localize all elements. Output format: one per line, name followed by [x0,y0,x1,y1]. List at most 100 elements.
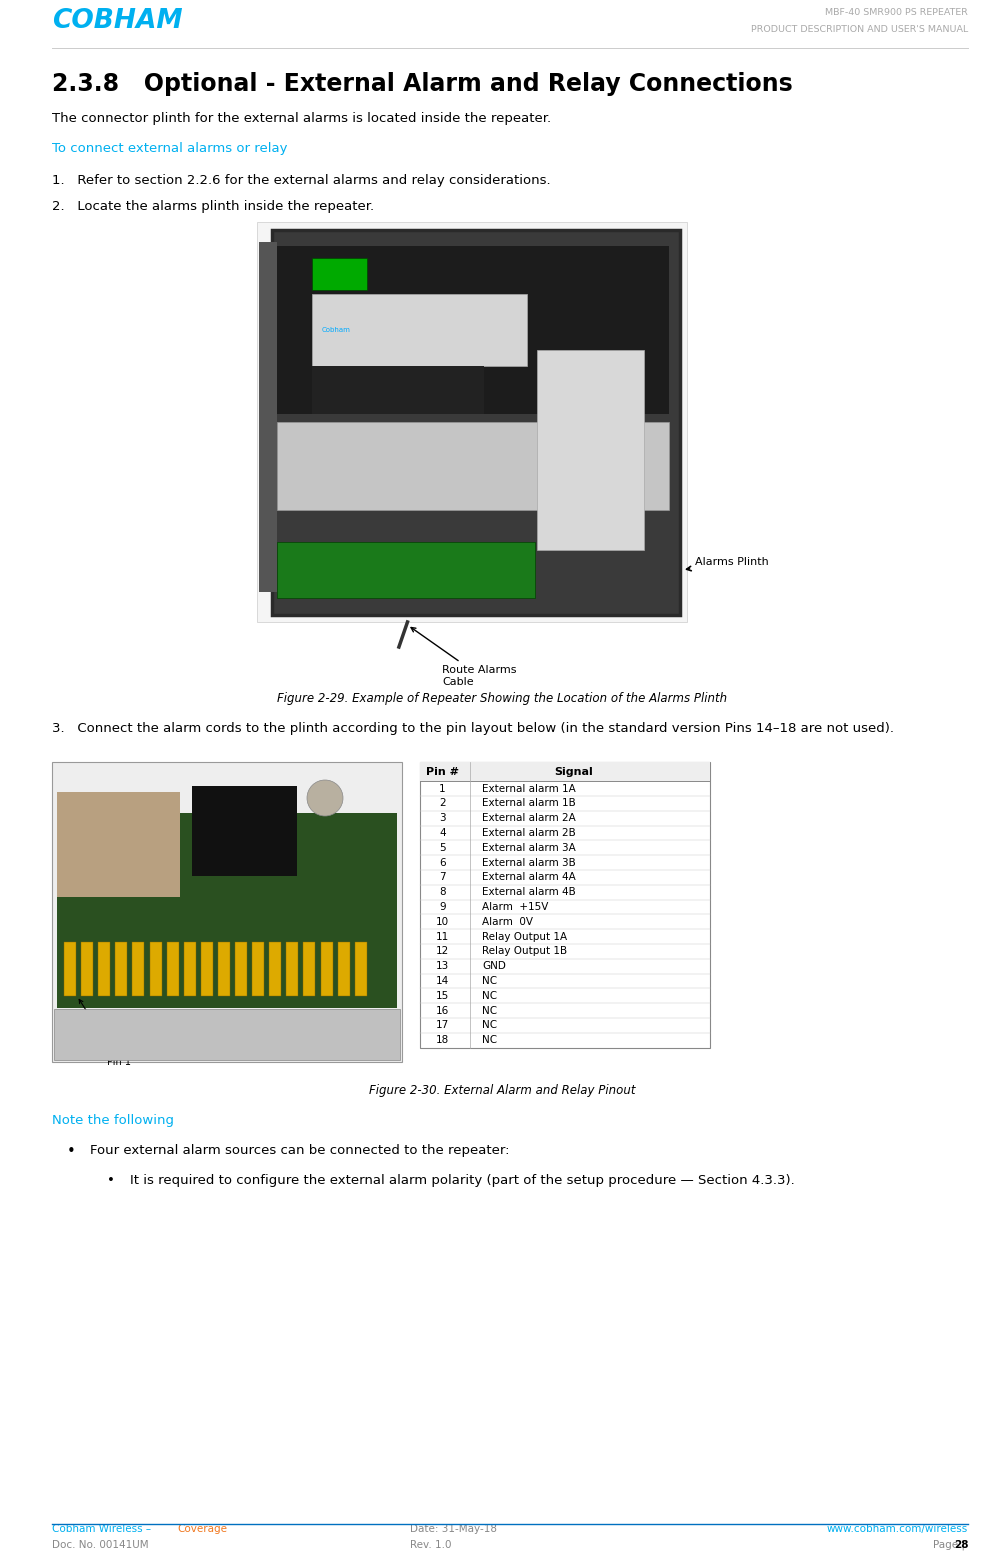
Bar [252,942,264,997]
Text: PRODUCT DESCRIPTION AND USER'S MANUAL: PRODUCT DESCRIPTION AND USER'S MANUAL [750,25,967,34]
Text: •: • [107,1175,114,1187]
Text: 6: 6 [438,858,445,867]
Text: 9: 9 [438,901,445,912]
Text: 14: 14 [435,976,448,986]
Text: Note the following: Note the following [52,1114,174,1128]
Bar [277,422,668,511]
Text: Alarms Plinth: Alarms Plinth [686,558,768,570]
Bar [303,942,315,997]
Bar [166,942,179,997]
Text: 12: 12 [435,947,448,956]
Text: 28: 28 [954,1540,968,1550]
Bar [57,812,396,1007]
Text: External alarm 3A: External alarm 3A [481,843,575,853]
Text: Alarm  0V: Alarm 0V [481,917,533,926]
Bar [354,942,366,997]
Text: Four external alarm sources can be connected to the repeater:: Four external alarm sources can be conne… [90,1143,509,1157]
Text: Relay Output 1A: Relay Output 1A [481,931,567,942]
Text: 10: 10 [435,917,448,926]
Text: External alarm 1A: External alarm 1A [481,784,575,793]
Text: 1.   Refer to section 2.2.6 for the external alarms and relay considerations.: 1. Refer to section 2.2.6 for the extern… [52,173,550,187]
Text: NC: NC [481,990,496,1001]
Text: External alarm 2A: External alarm 2A [481,814,575,823]
Bar [115,942,127,997]
Text: •: • [67,1143,75,1159]
Text: GND: GND [481,961,506,972]
Text: 7: 7 [438,873,445,883]
Text: NC: NC [481,1006,496,1015]
Text: External alarm 3B: External alarm 3B [481,858,575,867]
Text: NC: NC [481,1020,496,1031]
Bar [235,942,247,997]
Bar [320,942,332,997]
Bar [337,942,349,997]
Text: Doc. No. 00141UM: Doc. No. 00141UM [52,1540,148,1550]
Text: 2.   Locate the alarms plinth inside the repeater.: 2. Locate the alarms plinth inside the r… [52,200,374,212]
Bar [536,350,643,550]
Text: Figure 2-30. External Alarm and Relay Pinout: Figure 2-30. External Alarm and Relay Pi… [368,1084,635,1097]
Text: Date: 31-May-18: Date: 31-May-18 [409,1525,496,1534]
Text: 2.3.8   Optional - External Alarm and Relay Connections: 2.3.8 Optional - External Alarm and Rela… [52,72,792,95]
Bar [64,942,76,997]
Bar [54,1009,399,1061]
Bar [272,230,679,614]
Bar [57,792,180,897]
Bar [52,762,401,1062]
Text: 15: 15 [435,990,448,1001]
Text: Page |: Page | [932,1540,967,1550]
Text: 3: 3 [438,814,445,823]
Bar [312,294,527,366]
Bar [149,942,161,997]
Bar [201,942,213,997]
Text: 13: 13 [435,961,448,972]
Text: Route Alarms
Cable: Route Alarms Cable [410,628,517,687]
Text: Rev. 1.0: Rev. 1.0 [409,1540,451,1550]
Bar [132,942,144,997]
Text: External alarm 4A: External alarm 4A [481,873,575,883]
Bar [269,942,281,997]
Text: To connect external alarms or relay: To connect external alarms or relay [52,142,287,155]
Text: COBHAM: COBHAM [52,8,183,34]
Text: Relay Output 1B: Relay Output 1B [481,947,567,956]
Bar [259,242,277,592]
Text: Coverage: Coverage [177,1525,227,1534]
Bar [419,762,709,1048]
Bar [81,942,93,997]
Text: 16: 16 [435,1006,448,1015]
Text: 17: 17 [435,1020,448,1031]
Text: 2: 2 [438,798,445,809]
Text: 3.   Connect the alarm cords to the plinth according to the pin layout below (in: 3. Connect the alarm cords to the plinth… [52,722,893,736]
Text: 18: 18 [435,1036,448,1045]
Bar [257,222,686,622]
Text: Signal: Signal [554,767,592,776]
Text: External alarm 1B: External alarm 1B [481,798,575,809]
Bar [312,366,483,414]
Text: Cobham Wireless –: Cobham Wireless – [52,1525,154,1534]
Text: Pin #: Pin # [425,767,458,776]
Text: It is required to configure the external alarm polarity (part of the setup proce: It is required to configure the external… [129,1175,794,1187]
Bar [184,942,196,997]
Text: 4: 4 [438,828,445,839]
Text: Alarm  +15V: Alarm +15V [481,901,548,912]
Text: External alarm 4B: External alarm 4B [481,887,575,897]
Bar [277,245,668,414]
Text: External alarm 2B: External alarm 2B [481,828,575,839]
Text: MBF-40 SMR900 PS REPEATER: MBF-40 SMR900 PS REPEATER [824,8,967,17]
Text: The connector plinth for the external alarms is located inside the repeater.: The connector plinth for the external al… [52,112,551,125]
Bar [218,942,230,997]
Text: www.cobham.com/wireless: www.cobham.com/wireless [825,1525,967,1534]
Circle shape [307,779,343,815]
Text: NC: NC [481,976,496,986]
Text: 8: 8 [438,887,445,897]
Text: 1: 1 [438,784,445,793]
Bar [98,942,110,997]
Text: 11: 11 [435,931,448,942]
Bar [192,786,297,876]
Text: Figure 2-29. Example of Repeater Showing the Location of the Alarms Plinth: Figure 2-29. Example of Repeater Showing… [277,692,726,704]
Bar [312,258,367,291]
Text: Pin 1: Pin 1 [79,1000,130,1067]
Text: NC: NC [481,1036,496,1045]
Bar [277,542,535,598]
Text: 5: 5 [438,843,445,853]
Bar [255,220,688,623]
